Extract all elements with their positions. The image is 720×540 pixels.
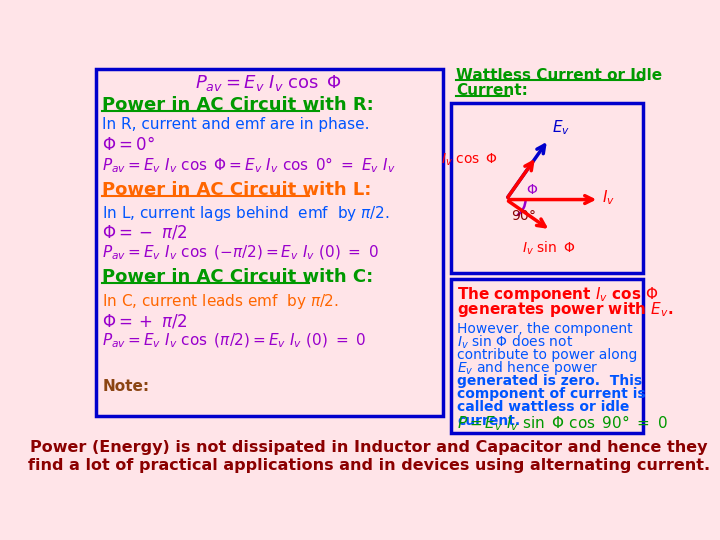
Text: Power in AC Circuit with C:: Power in AC Circuit with C: <box>102 268 374 286</box>
Text: In L, current lags behind  emf  by $\pi$/2.: In L, current lags behind emf by $\pi$/2… <box>102 204 390 223</box>
Text: $I_v\ \cos\ \Phi$: $I_v\ \cos\ \Phi$ <box>441 151 498 168</box>
Text: Wattless Current or Idle: Wattless Current or Idle <box>456 68 662 83</box>
Text: generated is zero.  This: generated is zero. This <box>457 374 642 388</box>
Text: $I_v$ sin $\Phi$ does not: $I_v$ sin $\Phi$ does not <box>457 333 574 350</box>
Text: $P_{av} = E_v\ I_v\ \cos\ (-\pi/2) = E_v\ I_v\ (0)\ =\ 0$: $P_{av} = E_v\ I_v\ \cos\ (-\pi/2) = E_v… <box>102 244 379 262</box>
Text: $\Phi = +\ \pi/2$: $\Phi = +\ \pi/2$ <box>102 312 188 330</box>
Text: component of current is: component of current is <box>457 387 646 401</box>
Text: $P = E_v\ I_v\ \sin\ \Phi\ \cos\ 90°\ =\ 0$: $P = E_v\ I_v\ \sin\ \Phi\ \cos\ 90°\ =\… <box>457 414 668 434</box>
Text: $90°$: $90°$ <box>510 210 536 224</box>
Text: $\Phi$: $\Phi$ <box>526 183 539 197</box>
Text: called wattless or idle: called wattless or idle <box>457 401 630 415</box>
Bar <box>451 279 644 433</box>
Text: Power in AC Circuit with R:: Power in AC Circuit with R: <box>102 96 374 114</box>
Text: $E_v$: $E_v$ <box>552 118 570 137</box>
Text: Current:: Current: <box>456 84 528 98</box>
Text: $P_{av} = E_v\ I_v\ \cos\ (\pi/2) = E_v\ I_v\ (0)\ =\ 0$: $P_{av} = E_v\ I_v\ \cos\ (\pi/2) = E_v\… <box>102 331 367 350</box>
Text: $\Phi = 0°$: $\Phi = 0°$ <box>102 136 156 154</box>
Text: Power (Energy) is not dissipated in Inductor and Capacitor and hence they: Power (Energy) is not dissipated in Indu… <box>30 440 708 455</box>
Text: However, the component: However, the component <box>457 322 633 336</box>
Bar <box>96 70 444 416</box>
Text: generates power with $E_v$.: generates power with $E_v$. <box>457 300 674 319</box>
Text: Note:: Note: <box>102 379 150 394</box>
Bar <box>451 103 644 273</box>
Text: $\Phi = -\ \pi/2$: $\Phi = -\ \pi/2$ <box>102 224 188 242</box>
Text: $P_{av} = E_v\ I_v\ \cos\ \Phi = E_v\ I_v\ \cos\ 0°\ =\ E_v\ I_v$: $P_{av} = E_v\ I_v\ \cos\ \Phi = E_v\ I_… <box>102 155 396 175</box>
Text: find a lot of practical applications and in devices using alternating current.: find a lot of practical applications and… <box>28 458 710 472</box>
Text: current.: current. <box>457 414 521 428</box>
Text: Power in AC Circuit with L:: Power in AC Circuit with L: <box>102 180 372 199</box>
Text: contribute to power along: contribute to power along <box>457 348 638 362</box>
Text: In R, current and emf are in phase.: In R, current and emf are in phase. <box>102 117 370 132</box>
Text: In C, current leads emf  by $\pi$/2.: In C, current leads emf by $\pi$/2. <box>102 293 339 312</box>
Text: $E_v$ and hence power: $E_v$ and hence power <box>457 359 599 377</box>
Text: The component $I_v$ cos $\Phi$: The component $I_v$ cos $\Phi$ <box>457 285 660 304</box>
Text: $I_v$: $I_v$ <box>602 188 615 207</box>
Text: $I_v\ \sin\ \Phi$: $I_v\ \sin\ \Phi$ <box>522 240 576 257</box>
Text: $P_{av} = E_v\ I_v\ \cos\ \Phi$: $P_{av} = E_v\ I_v\ \cos\ \Phi$ <box>194 73 342 93</box>
